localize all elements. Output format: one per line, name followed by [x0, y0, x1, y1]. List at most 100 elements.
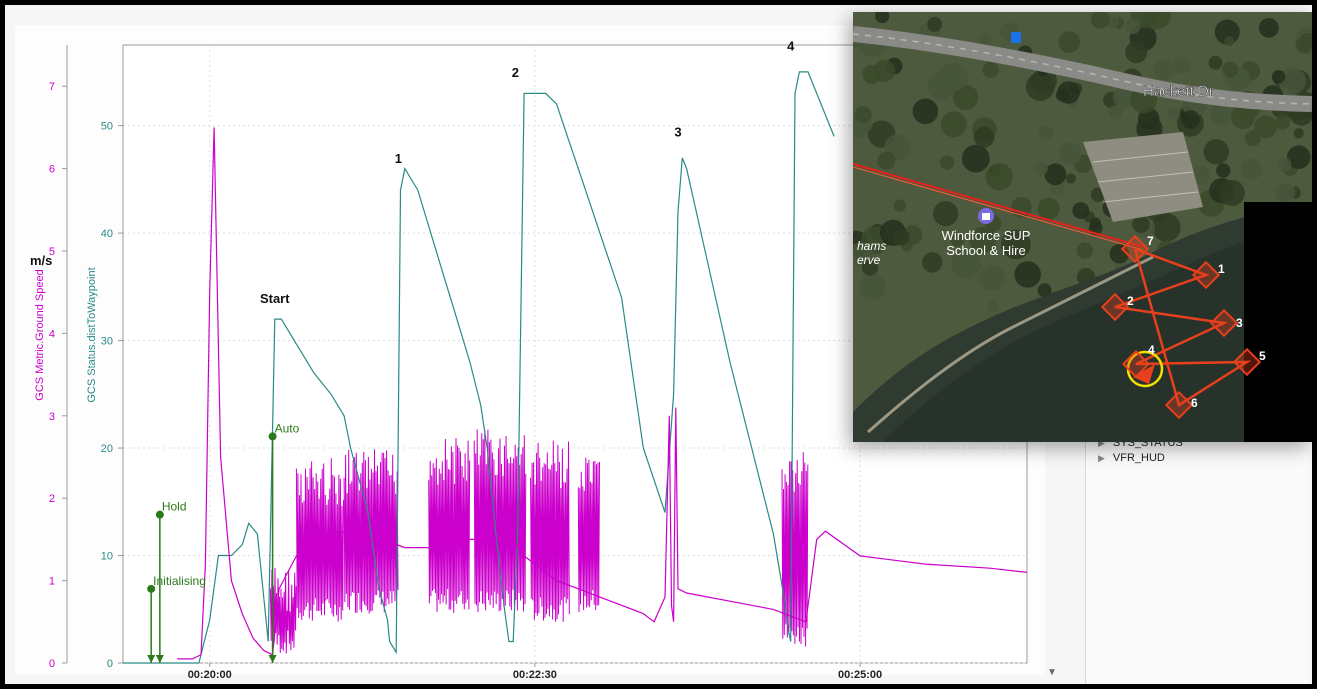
- tree: [922, 252, 943, 273]
- tree: [1059, 142, 1082, 165]
- tree: [1278, 67, 1306, 95]
- tree: [1277, 157, 1292, 172]
- waypoint-label: 5: [1259, 349, 1266, 363]
- waypoint-diamond-icon[interactable]: [1232, 347, 1262, 377]
- tree: [951, 249, 981, 279]
- tree: [961, 144, 990, 173]
- mode-event-label: Hold: [162, 500, 187, 514]
- tree: [987, 300, 999, 312]
- tree: [933, 201, 959, 227]
- waypoint-diamond-icon[interactable]: [1120, 234, 1150, 264]
- waypoint-diamond-icon[interactable]: [1191, 260, 1221, 290]
- map-canvas[interactable]: Hackett Dr Windforce SUP School & Hire h…: [853, 12, 1312, 442]
- tree: [859, 273, 886, 301]
- tree: [1244, 130, 1261, 147]
- vehicle-arrow-icon: [1133, 364, 1155, 384]
- waypoint-label: 1: [1218, 262, 1225, 276]
- tree-cover: [853, 12, 1312, 312]
- tree: [1191, 166, 1210, 185]
- ground-speed-line: [177, 127, 1028, 660]
- tree: [952, 84, 979, 111]
- expand-arrow-icon[interactable]: ▶: [1098, 438, 1105, 448]
- tree: [1258, 18, 1279, 38]
- tree: [982, 61, 999, 78]
- waypoint-annotation: 1: [395, 151, 402, 166]
- tree: [1038, 125, 1054, 140]
- tree: [912, 98, 939, 125]
- tree: [1240, 158, 1263, 180]
- tree: [875, 12, 890, 24]
- ground-speed-noise: [269, 567, 297, 654]
- road-label: Hackett Dr: [1143, 83, 1214, 100]
- tree: [1076, 242, 1094, 259]
- waypoint-label: 6: [1191, 396, 1198, 410]
- waypoint-diamond-icon[interactable]: [1209, 308, 1239, 338]
- mode-event-label: Initialising: [153, 574, 206, 588]
- ground-speed-noise: [428, 438, 471, 614]
- dist-to-waypoint-line: [123, 71, 835, 664]
- y-right-tick-label: 0: [107, 658, 113, 670]
- tree: [1210, 102, 1233, 125]
- tree-item-label: VFR_HUD: [1112, 452, 1165, 464]
- y-right-tick-label: 40: [101, 228, 113, 240]
- app-frame: 0 1 2 3 4 5 6 7 0 10 20 30 40 50 m/s GCS Metric.Ground …: [5, 5, 1312, 684]
- partial-park-label: hams: [857, 239, 886, 253]
- tree: [969, 226, 996, 254]
- y-right-tick-label: 10: [101, 551, 113, 563]
- tree: [1072, 202, 1090, 220]
- tree: [978, 32, 992, 46]
- mode-event-arrow: [155, 655, 164, 663]
- tree: [1037, 197, 1060, 220]
- partial-reserve-label: erve: [857, 253, 881, 267]
- waypoint-markers[interactable]: 7 1 2 3 4 5 6: [1100, 234, 1266, 420]
- tree: [1090, 12, 1110, 29]
- tree: [1108, 105, 1123, 120]
- tree: [1218, 179, 1245, 206]
- tree: [940, 111, 967, 138]
- tree: [1065, 173, 1076, 184]
- waypoint-diamond-icon[interactable]: [1100, 292, 1130, 322]
- tree: [1141, 12, 1171, 30]
- y-left-unit: m/s: [30, 253, 52, 268]
- tree: [1271, 70, 1286, 84]
- waypoint-diamond-icon[interactable]: [1164, 390, 1194, 420]
- poi-name: Windforce SUP: [942, 228, 1031, 243]
- tree: [1011, 197, 1032, 218]
- tree: [1224, 36, 1235, 47]
- tree: [1001, 229, 1031, 260]
- expand-arrow-icon[interactable]: ▶: [1098, 453, 1105, 463]
- tree: [1181, 110, 1200, 129]
- bus-stop-icon[interactable]: [1011, 32, 1021, 43]
- tree: [1057, 81, 1080, 104]
- mode-event-marker: [268, 432, 277, 441]
- waypoint-diamond-icon[interactable]: [1121, 349, 1151, 379]
- tree: [877, 151, 896, 170]
- waypoint-label: 3: [1236, 316, 1243, 330]
- waypoint-annotation: 3: [674, 124, 681, 139]
- tree: [1293, 128, 1304, 139]
- tree: [873, 59, 896, 82]
- y-left-tick-label: 0: [49, 658, 55, 670]
- tree-item-vfr-hud[interactable]: ▶ VFR_HUD: [1098, 452, 1165, 464]
- tree: [986, 268, 1003, 284]
- scroll-down-arrow-icon[interactable]: ▼: [1047, 667, 1057, 678]
- y-left-axis-title: GCS Metric.Ground Speed: [34, 269, 46, 400]
- tree: [1230, 104, 1256, 130]
- message-tree-panel[interactable]: ▶ SYS_STATUS ▶ VFR_HUD: [1085, 435, 1308, 684]
- y-left-tick-label: 5: [49, 246, 55, 258]
- ground-speed-noise: [343, 449, 399, 614]
- tree: [861, 259, 879, 276]
- satellite-map-overlay[interactable]: Hackett Dr Windforce SUP School & Hire h…: [853, 12, 1312, 442]
- track-line: [853, 166, 1144, 251]
- tree: [893, 199, 907, 212]
- y-left-tick-label: 4: [49, 328, 55, 340]
- tree: [939, 155, 955, 170]
- y-left-tick-label: 7: [49, 81, 55, 93]
- tree: [1124, 18, 1141, 35]
- tree: [1208, 55, 1223, 70]
- ground-speed-noise: [295, 458, 344, 622]
- y-right-tick-label: 30: [101, 336, 113, 348]
- waypoint-label: 2: [1127, 294, 1134, 308]
- y-right-axis-title: GCS Status.distToWaypoint: [86, 267, 98, 402]
- y-left-tick-label: 3: [49, 411, 55, 423]
